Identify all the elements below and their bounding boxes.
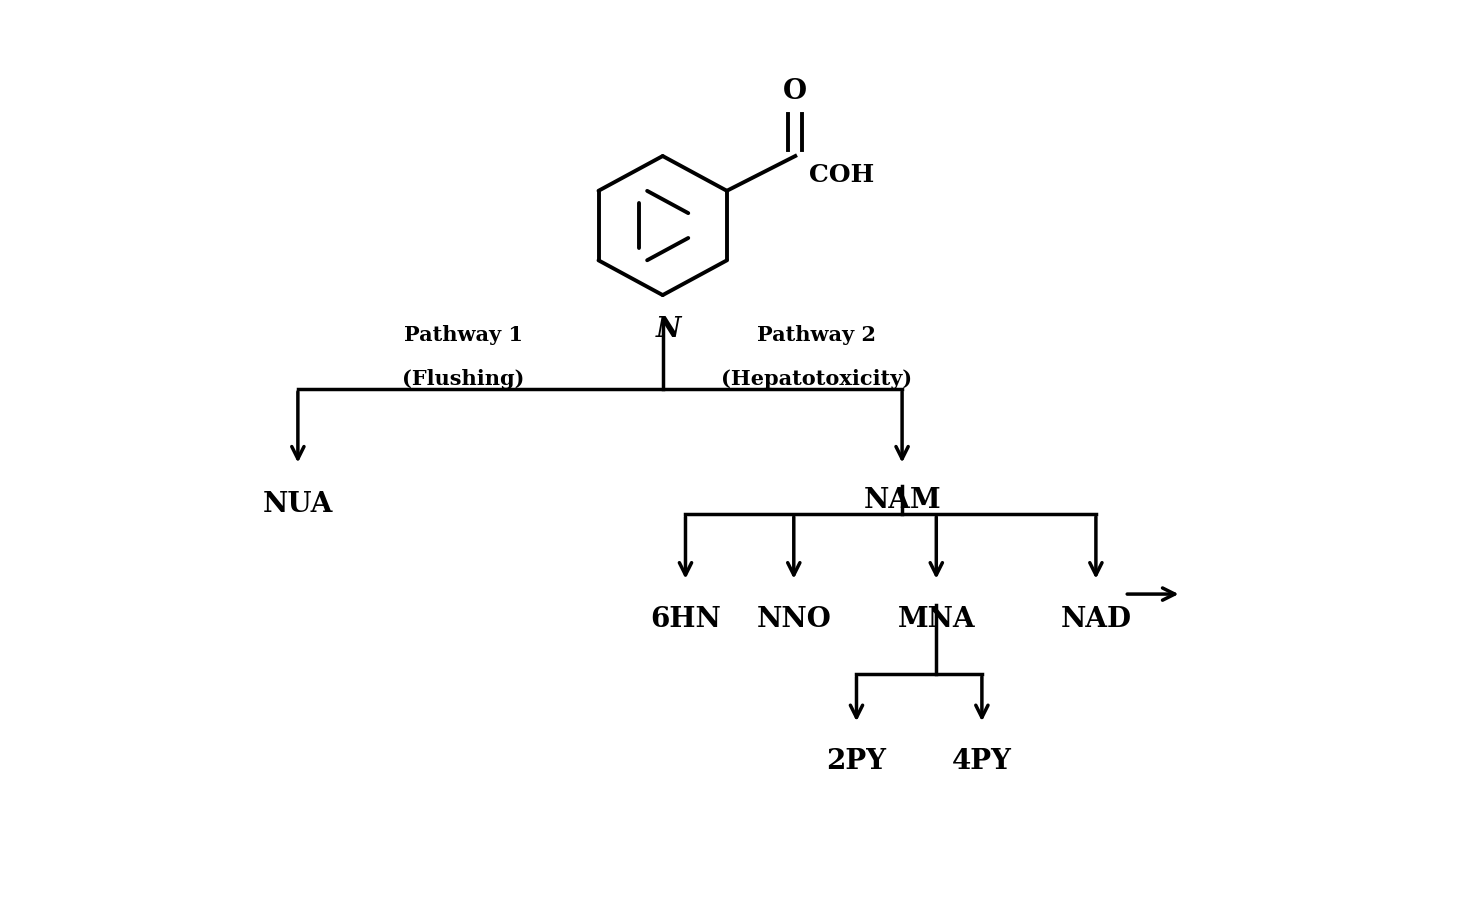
Text: 2PY: 2PY — [827, 747, 887, 774]
Text: MNA: MNA — [897, 605, 975, 631]
Text: NNO: NNO — [756, 605, 831, 631]
Text: NUA: NUA — [263, 490, 332, 517]
Text: Pathway 1: Pathway 1 — [403, 325, 522, 345]
Text: (Flushing): (Flushing) — [402, 369, 524, 389]
Text: N: N — [656, 315, 681, 342]
Text: (Hepatotoxicity): (Hepatotoxicity) — [721, 369, 912, 389]
Text: 6HN: 6HN — [650, 605, 721, 631]
Text: 4PY: 4PY — [952, 747, 1012, 774]
Text: COH: COH — [809, 162, 874, 187]
Text: NAD: NAD — [1061, 605, 1131, 631]
Text: Pathway 2: Pathway 2 — [758, 325, 877, 345]
Text: NAM: NAM — [863, 487, 941, 514]
Text: O: O — [783, 78, 808, 105]
